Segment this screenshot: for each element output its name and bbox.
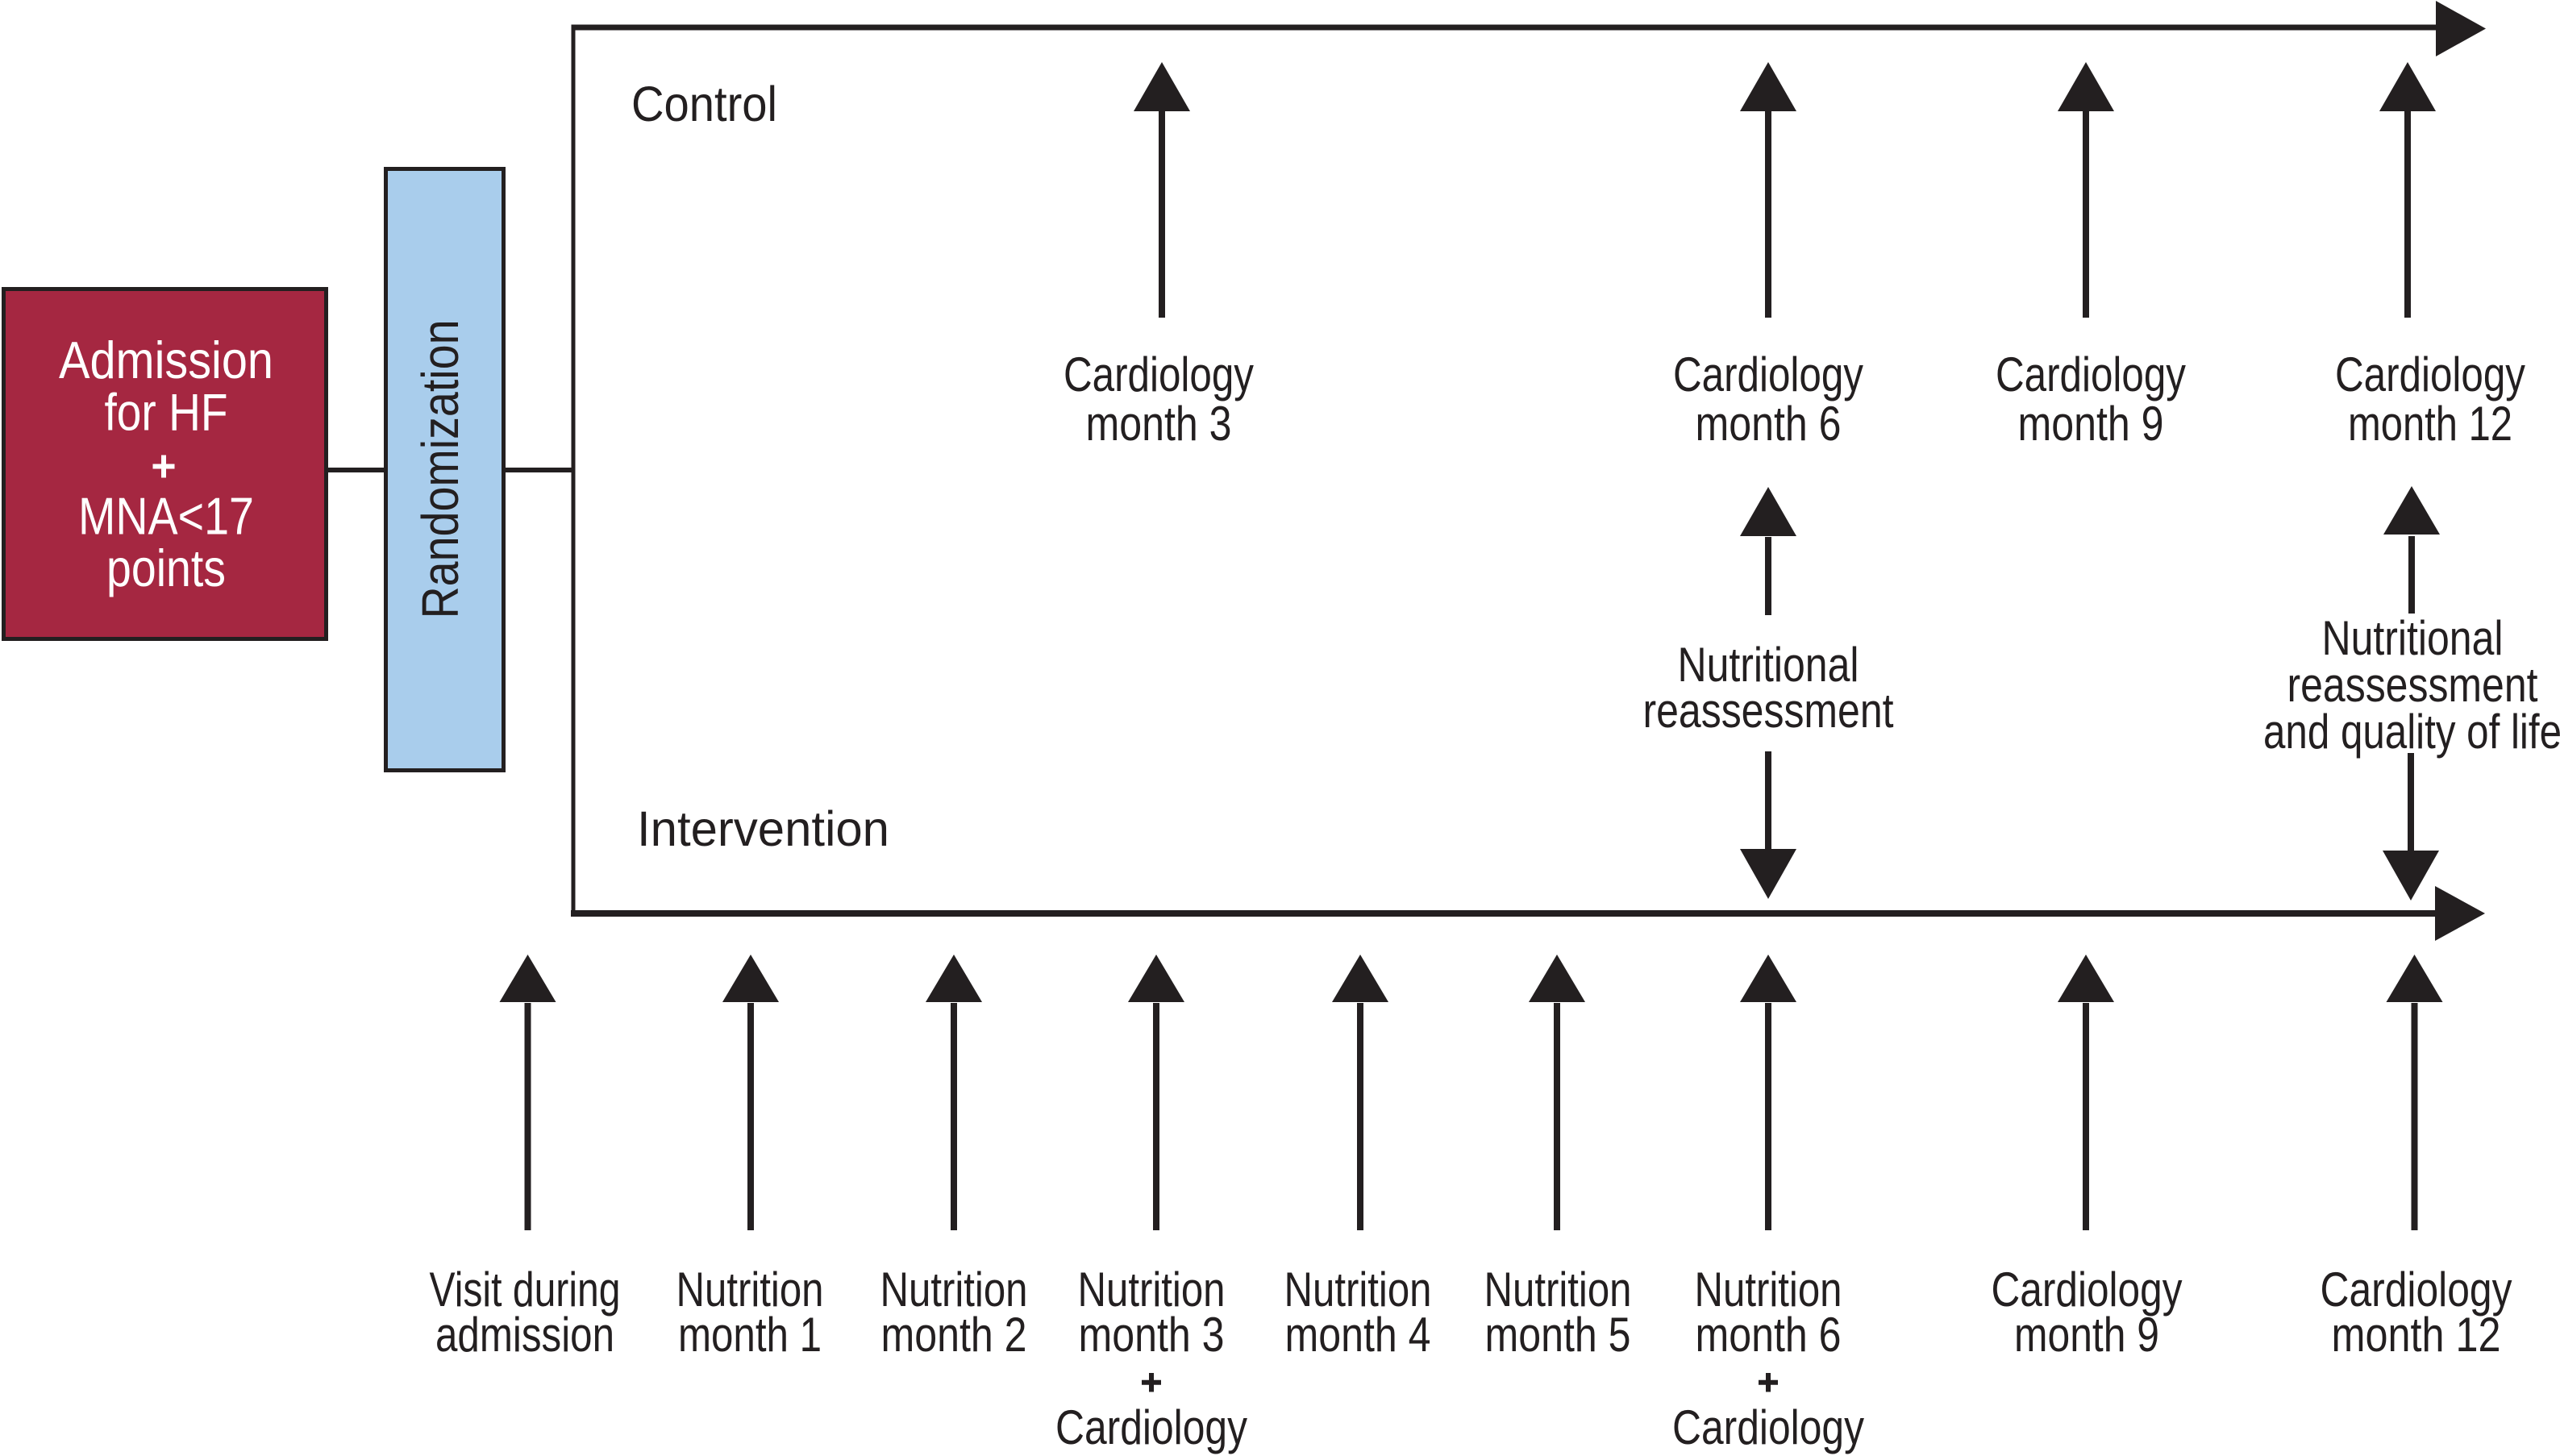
svg-text:Nutritional: Nutritional [2322, 611, 2504, 665]
svg-text:Visit during: Visit during [430, 1263, 621, 1317]
svg-text:Cardiology: Cardiology [1992, 1263, 2183, 1317]
svg-text:for HF: for HF [105, 383, 228, 442]
svg-text:Cardiology: Cardiology [1672, 1400, 1864, 1454]
svg-text:month 3: month 3 [1079, 1308, 1225, 1362]
svg-text:Nutrition: Nutrition [1078, 1263, 1226, 1317]
svg-text:Nutrition: Nutrition [676, 1263, 824, 1317]
svg-text:Nutrition: Nutrition [1284, 1263, 1432, 1317]
svg-text:month 9: month 9 [2014, 1308, 2159, 1362]
svg-text:Cardiology: Cardiology [2321, 1263, 2512, 1317]
svg-text:month 3: month 3 [1086, 397, 1232, 451]
svg-text:month 9: month 9 [2018, 397, 2164, 451]
svg-text:month 5: month 5 [1485, 1308, 1631, 1362]
svg-text:points: points [106, 539, 226, 597]
svg-text:month 6: month 6 [1696, 1308, 1842, 1362]
svg-text:admission: admission [435, 1308, 614, 1362]
svg-text:Control: Control [631, 77, 777, 131]
svg-text:Nutrition: Nutrition [1695, 1263, 1842, 1317]
svg-text:month 4: month 4 [1285, 1308, 1431, 1362]
svg-text:Cardiology: Cardiology [1673, 347, 1863, 401]
svg-text:Nutritional: Nutritional [1678, 638, 1859, 692]
svg-text:month 6: month 6 [1696, 397, 1842, 451]
svg-text:Randomization: Randomization [411, 320, 469, 619]
svg-text:MNA<17: MNA<17 [78, 487, 254, 546]
svg-text:Cardiology: Cardiology [1064, 347, 1254, 401]
svg-text:Cardiology: Cardiology [1996, 347, 2186, 401]
svg-text:Cardiology: Cardiology [1055, 1400, 1247, 1454]
svg-text:reassessment: reassessment [1643, 684, 1894, 738]
svg-text:Nutrition: Nutrition [880, 1263, 1028, 1317]
svg-text:month 12: month 12 [2332, 1308, 2501, 1362]
svg-text:and quality of life: and quality of life [2263, 705, 2560, 759]
svg-text:month 1: month 1 [678, 1308, 822, 1362]
svg-text:Admission: Admission [59, 331, 273, 389]
svg-text:Intervention: Intervention [637, 801, 889, 856]
svg-text:month 12: month 12 [2348, 397, 2512, 451]
svg-text:Cardiology: Cardiology [2335, 347, 2525, 401]
svg-text:Nutrition: Nutrition [1484, 1263, 1632, 1317]
svg-text:reassessment: reassessment [2287, 658, 2538, 712]
svg-text:month 2: month 2 [881, 1308, 1027, 1362]
